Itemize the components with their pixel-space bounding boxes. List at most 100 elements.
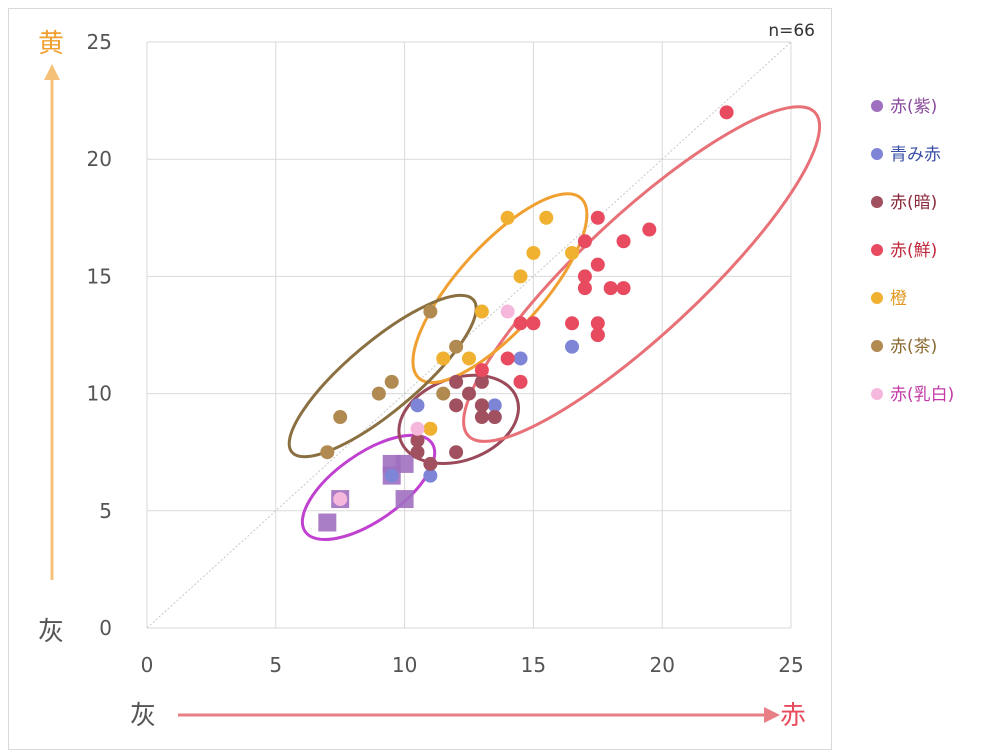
legend-label-3: 赤(暗) xyxy=(890,193,937,213)
x-axis-low-label: 灰 xyxy=(130,701,156,731)
data-point-s5-1 xyxy=(423,421,438,436)
cluster-ellipse-3 xyxy=(462,105,822,443)
tick-layer: 0 5 10 15 20 25 0 5 10 15 20 25 xyxy=(87,30,804,677)
legend-marker-2 xyxy=(871,148,883,160)
data-point-s1-1 xyxy=(318,513,337,532)
data-point-s4-18 xyxy=(719,105,734,120)
x-tick-label: 25 xyxy=(778,653,803,677)
data-point-s6-7 xyxy=(449,339,464,354)
data-point-s6-5 xyxy=(423,304,438,319)
data-point-s4-12 xyxy=(590,257,605,272)
legend-label-6: 赤(茶) xyxy=(890,337,937,357)
sample-size-label: n=66 xyxy=(768,21,815,41)
data-point-s3-1 xyxy=(410,445,425,460)
legend-marker-5 xyxy=(871,292,883,304)
legend-label-2: 青み赤 xyxy=(890,145,941,165)
data-point-s3-2 xyxy=(410,433,425,448)
legend-marker-6 xyxy=(871,340,883,352)
legend-label-7: 赤(乳白) xyxy=(890,385,954,405)
data-point-s7-3 xyxy=(500,304,515,319)
data-point-s5-9 xyxy=(565,245,580,260)
diagonal-reference-line xyxy=(146,41,792,629)
data-point-s4-17 xyxy=(642,222,657,237)
data-point-s4-2 xyxy=(500,351,515,366)
legend-marker-1 xyxy=(871,100,883,112)
data-point-s4-11 xyxy=(590,316,605,331)
data-point-s6-3 xyxy=(371,386,386,401)
x-tick-label: 20 xyxy=(649,653,674,677)
data-point-s5-4 xyxy=(474,304,489,319)
data-point-s5-8 xyxy=(539,210,554,225)
data-point-s3-6 xyxy=(449,374,464,389)
data-point-s4-15 xyxy=(616,281,631,296)
data-point-s3-8 xyxy=(474,410,489,425)
data-point-s3-4 xyxy=(449,445,464,460)
y-tick-label: 10 xyxy=(87,382,112,406)
data-point-s3-9 xyxy=(474,398,489,413)
y-axis-low-label: 灰 xyxy=(38,617,64,647)
data-point-s4-4 xyxy=(513,316,528,331)
data-point-s3-7 xyxy=(462,386,476,401)
data-point-s4-14 xyxy=(603,281,618,296)
data-point-s2-7 xyxy=(565,339,580,354)
data-point-s4-3 xyxy=(513,374,528,389)
data-point-s5-6 xyxy=(513,269,528,284)
data-point-s1-6 xyxy=(395,454,414,473)
legend-label-1: 赤(紫) xyxy=(890,97,937,117)
data-point-s5-7 xyxy=(526,245,541,260)
data-point-s5-5 xyxy=(500,210,515,225)
data-point-s4-10 xyxy=(590,328,605,342)
axis-layer: 灰赤黄灰 xyxy=(38,29,806,731)
data-point-s4-8 xyxy=(577,269,592,284)
data-point-s4-5 xyxy=(526,316,541,331)
data-point-s6-6 xyxy=(436,386,451,401)
data-point-s2-5 xyxy=(487,398,502,413)
cluster-ellipse-1 xyxy=(300,433,437,541)
x-tick-label: 10 xyxy=(392,653,417,677)
y-tick-label: 20 xyxy=(87,147,112,171)
data-point-s3-5 xyxy=(449,398,464,413)
legend-marker-7 xyxy=(871,388,883,400)
chart-frame xyxy=(8,8,832,750)
x-axis-arrowhead xyxy=(764,707,780,723)
y-tick-label: 15 xyxy=(87,264,112,288)
grid-layer xyxy=(146,41,792,629)
x-axis-high-label: 赤 xyxy=(780,701,806,731)
data-point-s7-2 xyxy=(410,421,425,436)
y-axis-high-label: 黄 xyxy=(38,29,64,59)
data-point-s4-16 xyxy=(616,234,631,249)
legend-label-4: 赤(鮮) xyxy=(890,241,937,261)
data-point-s6-4 xyxy=(384,374,399,389)
data-point-s2-2 xyxy=(410,398,425,413)
data-point-s5-3 xyxy=(462,351,476,366)
data-point-s4-9 xyxy=(577,234,592,249)
y-tick-label: 0 xyxy=(99,616,112,640)
y-axis-arrowhead xyxy=(44,64,60,80)
legend-marker-3 xyxy=(871,196,883,208)
legend-label-5: 橙 xyxy=(890,289,907,309)
cluster-ellipse-5 xyxy=(287,293,478,459)
data-point-s4-1 xyxy=(474,363,489,378)
data-point-s2-3 xyxy=(423,468,438,483)
data-point-s3-3 xyxy=(423,456,438,471)
data-point-s4-6 xyxy=(565,316,580,331)
data-point-s4-7 xyxy=(577,281,592,296)
data-point-s5-2 xyxy=(436,351,451,366)
data-point-s6-2 xyxy=(333,410,348,425)
legend-marker-4 xyxy=(871,244,883,256)
data-point-s1-3 xyxy=(395,490,414,509)
data-point-s6-1 xyxy=(320,445,335,460)
data-point-s2-1 xyxy=(384,468,399,483)
data-point-s4-13 xyxy=(590,210,605,225)
x-tick-label: 15 xyxy=(521,653,546,677)
data-point-s3-11 xyxy=(487,410,502,425)
data-point-s7-1 xyxy=(333,492,348,507)
ellipse-layer xyxy=(287,105,822,541)
x-tick-label: 0 xyxy=(141,653,154,677)
point-layer xyxy=(318,105,734,532)
y-tick-label: 25 xyxy=(87,30,112,54)
data-point-s3-10 xyxy=(474,374,489,389)
data-point-s2-6 xyxy=(513,351,528,366)
